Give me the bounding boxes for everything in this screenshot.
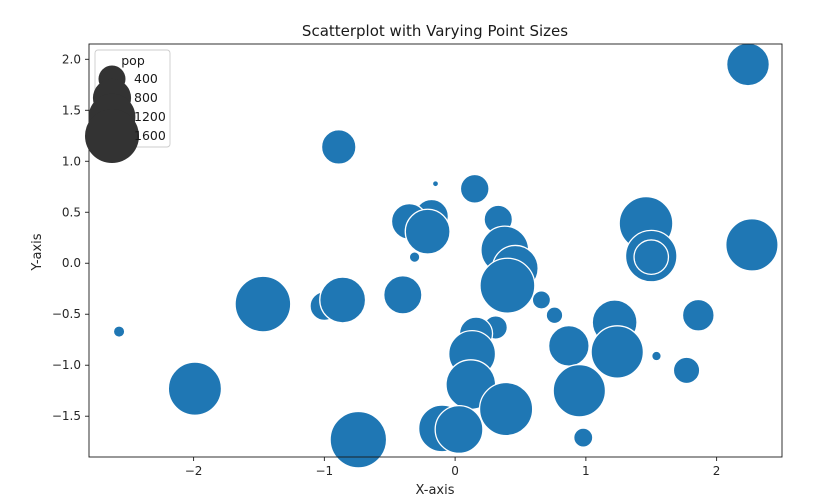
x-axis-label: X-axis	[416, 483, 455, 498]
data-point-21	[531, 290, 552, 310]
data-point-34	[167, 361, 223, 416]
legend-label-1600: 1600	[134, 128, 166, 143]
data-point-23	[681, 298, 715, 332]
x-tick-label: 2	[713, 464, 721, 478]
data-point-29	[590, 325, 645, 379]
y-tick-label: −1.5	[52, 409, 81, 423]
points-layer	[112, 42, 779, 469]
axes-frame	[88, 43, 783, 458]
data-point-28	[547, 324, 590, 367]
data-point-3	[431, 180, 440, 188]
data-point-14	[408, 251, 421, 264]
data-point-16	[479, 257, 536, 314]
data-point-10	[725, 218, 779, 272]
data-point-7	[404, 208, 451, 255]
data-point-38	[434, 404, 484, 454]
data-point-40	[329, 410, 388, 469]
data-point-2	[320, 129, 357, 165]
y-tick-label: 0.0	[62, 256, 81, 270]
y-tick-label: 1.5	[62, 103, 81, 117]
legend: pop 400 800 1200 1600	[85, 49, 171, 163]
y-axis-label: Y-axis	[30, 233, 45, 271]
data-point-17	[383, 275, 423, 315]
legend-label-800: 800	[134, 90, 158, 105]
data-point-13	[633, 239, 670, 275]
data-point-31	[651, 350, 662, 362]
chart-title: Scatterplot with Varying Point Sizes	[302, 22, 568, 40]
data-point-18	[234, 275, 292, 333]
legend-label-400: 400	[134, 71, 158, 86]
y-ticks: −1.5 −1.0 −0.5 0.0 0.5 1.0 1.5 2.0	[52, 52, 89, 423]
data-point-36	[478, 381, 534, 437]
y-tick-label: 2.0	[62, 52, 81, 66]
legend-title: pop	[121, 53, 145, 68]
data-point-39	[573, 427, 594, 448]
legend-entries: 400 800 1200 1600	[85, 65, 166, 163]
data-point-1	[726, 42, 770, 87]
legend-marker-1600	[85, 109, 139, 163]
x-ticks: −2 −1 0 1 2	[185, 457, 721, 478]
y-tick-label: −1.0	[52, 358, 81, 372]
data-point-4	[459, 173, 490, 204]
x-tick-label: 1	[582, 464, 590, 478]
data-point-25	[112, 325, 126, 338]
data-point-35	[552, 363, 607, 418]
x-tick-label: −1	[316, 464, 334, 478]
data-point-32	[672, 356, 701, 385]
x-tick-label: 0	[451, 464, 459, 478]
x-tick-label: −2	[185, 464, 203, 478]
y-tick-label: 0.5	[62, 205, 81, 219]
legend-label-1200: 1200	[134, 109, 166, 124]
data-point-20	[319, 276, 367, 324]
y-tick-label: −0.5	[52, 307, 81, 321]
y-tick-label: 1.0	[62, 154, 81, 168]
data-point-22	[545, 306, 564, 325]
